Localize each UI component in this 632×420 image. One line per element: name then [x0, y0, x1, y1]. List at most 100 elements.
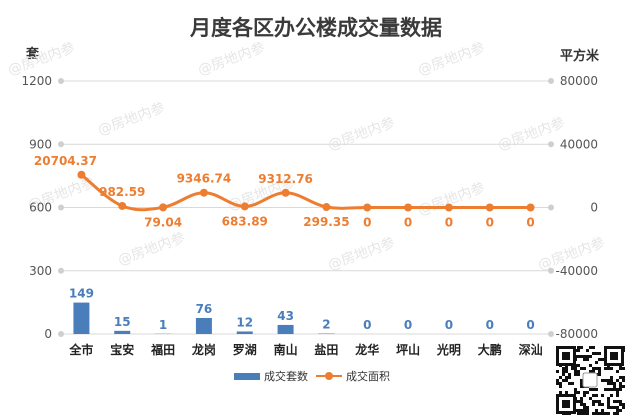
qr-module: [577, 346, 580, 349]
line-data-label: 0: [404, 216, 412, 230]
qr-module: [580, 385, 583, 388]
qr-module: [622, 367, 625, 370]
bar-data-label: 1: [159, 318, 167, 332]
qr-module: [562, 379, 565, 382]
qr-module: [619, 409, 622, 412]
qr-finder-center: [562, 352, 570, 360]
bar-data-label: 12: [236, 315, 253, 329]
qr-module: [607, 403, 610, 406]
right-tick-label: -80000: [555, 327, 598, 341]
qr-module: [619, 376, 622, 379]
qr-module: [622, 379, 625, 382]
qr-module: [559, 376, 562, 379]
qr-module: [565, 379, 568, 382]
qr-module: [586, 406, 589, 409]
qr-module: [592, 394, 595, 397]
qr-module: [619, 403, 622, 406]
qr-module: [577, 349, 580, 352]
x-axis-labels: 全市 宝安 福田 龙岗 罗湖 南山 盐田 龙华 坪山 光明 大鹏 深汕: [68, 342, 542, 357]
bar-data-label: 76: [196, 302, 213, 316]
line-point: [281, 188, 290, 197]
chart-title: 月度各区办公楼成交量数据: [190, 16, 442, 40]
right-axis-ticks: -80000 -40000 0 40000 80000: [555, 74, 598, 341]
qr-module: [577, 412, 580, 415]
qr-module: [589, 364, 592, 367]
qr-module: [586, 409, 589, 412]
qr-module: [604, 388, 607, 391]
qr-module: [583, 394, 586, 397]
qr-module: [595, 367, 598, 370]
gridline-end-marker: [548, 331, 554, 337]
qr-module: [616, 394, 619, 397]
bar: [277, 324, 294, 334]
x-tick-label: 全市: [68, 342, 93, 357]
qr-module: [598, 367, 601, 370]
qr-module: [601, 394, 604, 397]
qr-module: [592, 388, 595, 391]
qr-module: [607, 397, 610, 400]
gridline-start-marker: [58, 78, 64, 84]
qr-module: [592, 352, 595, 355]
x-tick-label: 宝安: [110, 342, 134, 357]
watermark-text: @房地内参: [326, 114, 398, 154]
qr-module: [565, 391, 568, 394]
qr-finder-center: [562, 400, 570, 408]
qr-module: [595, 388, 598, 391]
line-point: [240, 202, 249, 211]
qr-module: [601, 409, 604, 412]
gridlines: [58, 78, 554, 337]
qr-module: [598, 373, 601, 376]
qr-module: [613, 400, 616, 403]
qr-module: [607, 367, 610, 370]
qr-module: [589, 355, 592, 358]
bar-data-label: 149: [69, 287, 94, 301]
x-tick-label: 大鹏: [478, 342, 502, 357]
left-tick-label: 600: [29, 201, 52, 215]
line-point: [118, 201, 127, 210]
qr-module: [583, 391, 586, 394]
qr-module: [580, 403, 583, 406]
qr-module: [595, 394, 598, 397]
qr-module: [616, 409, 619, 412]
bar-data-label: 2: [322, 318, 330, 332]
qr-module: [610, 376, 613, 379]
gridline-start-marker: [58, 267, 64, 274]
bar: [73, 302, 90, 334]
line-data-label: 9312.76: [258, 172, 313, 186]
qr-module: [601, 358, 604, 361]
qr-module: [583, 403, 586, 406]
legend-label-bars: 成交套数: [264, 370, 308, 383]
qr-module: [616, 388, 619, 391]
qr-module: [607, 382, 610, 385]
qr-module: [577, 364, 580, 367]
right-tick-label: 80000: [560, 74, 598, 88]
qr-module: [586, 349, 589, 352]
x-tick-label: 龙岗: [192, 342, 216, 357]
qr-module: [592, 403, 595, 406]
qr-module: [598, 352, 601, 355]
qr-module: [613, 412, 616, 415]
gridline-end-marker: [548, 204, 554, 211]
qr-module: [574, 370, 577, 373]
qr-module: [589, 370, 592, 373]
qr-module: [571, 382, 574, 385]
qr-module: [592, 412, 595, 415]
line-data-label: 20704.37: [34, 154, 97, 168]
qr-module: [580, 367, 583, 370]
bar-data-label: 0: [526, 318, 534, 332]
line-data-label: 0: [486, 216, 494, 230]
qr-module: [559, 385, 562, 388]
qr-module: [604, 367, 607, 370]
qr-module: [574, 367, 577, 370]
line-point: [159, 203, 168, 212]
qr-module: [583, 409, 586, 412]
qr-module: [616, 391, 619, 394]
qr-module: [619, 367, 622, 370]
qr-finder-center: [610, 352, 618, 360]
qr-module: [556, 379, 559, 382]
qr-module: [619, 388, 622, 391]
qr-module: [556, 370, 559, 373]
bar-data-label: 15: [114, 315, 131, 329]
qr-module: [619, 382, 622, 385]
